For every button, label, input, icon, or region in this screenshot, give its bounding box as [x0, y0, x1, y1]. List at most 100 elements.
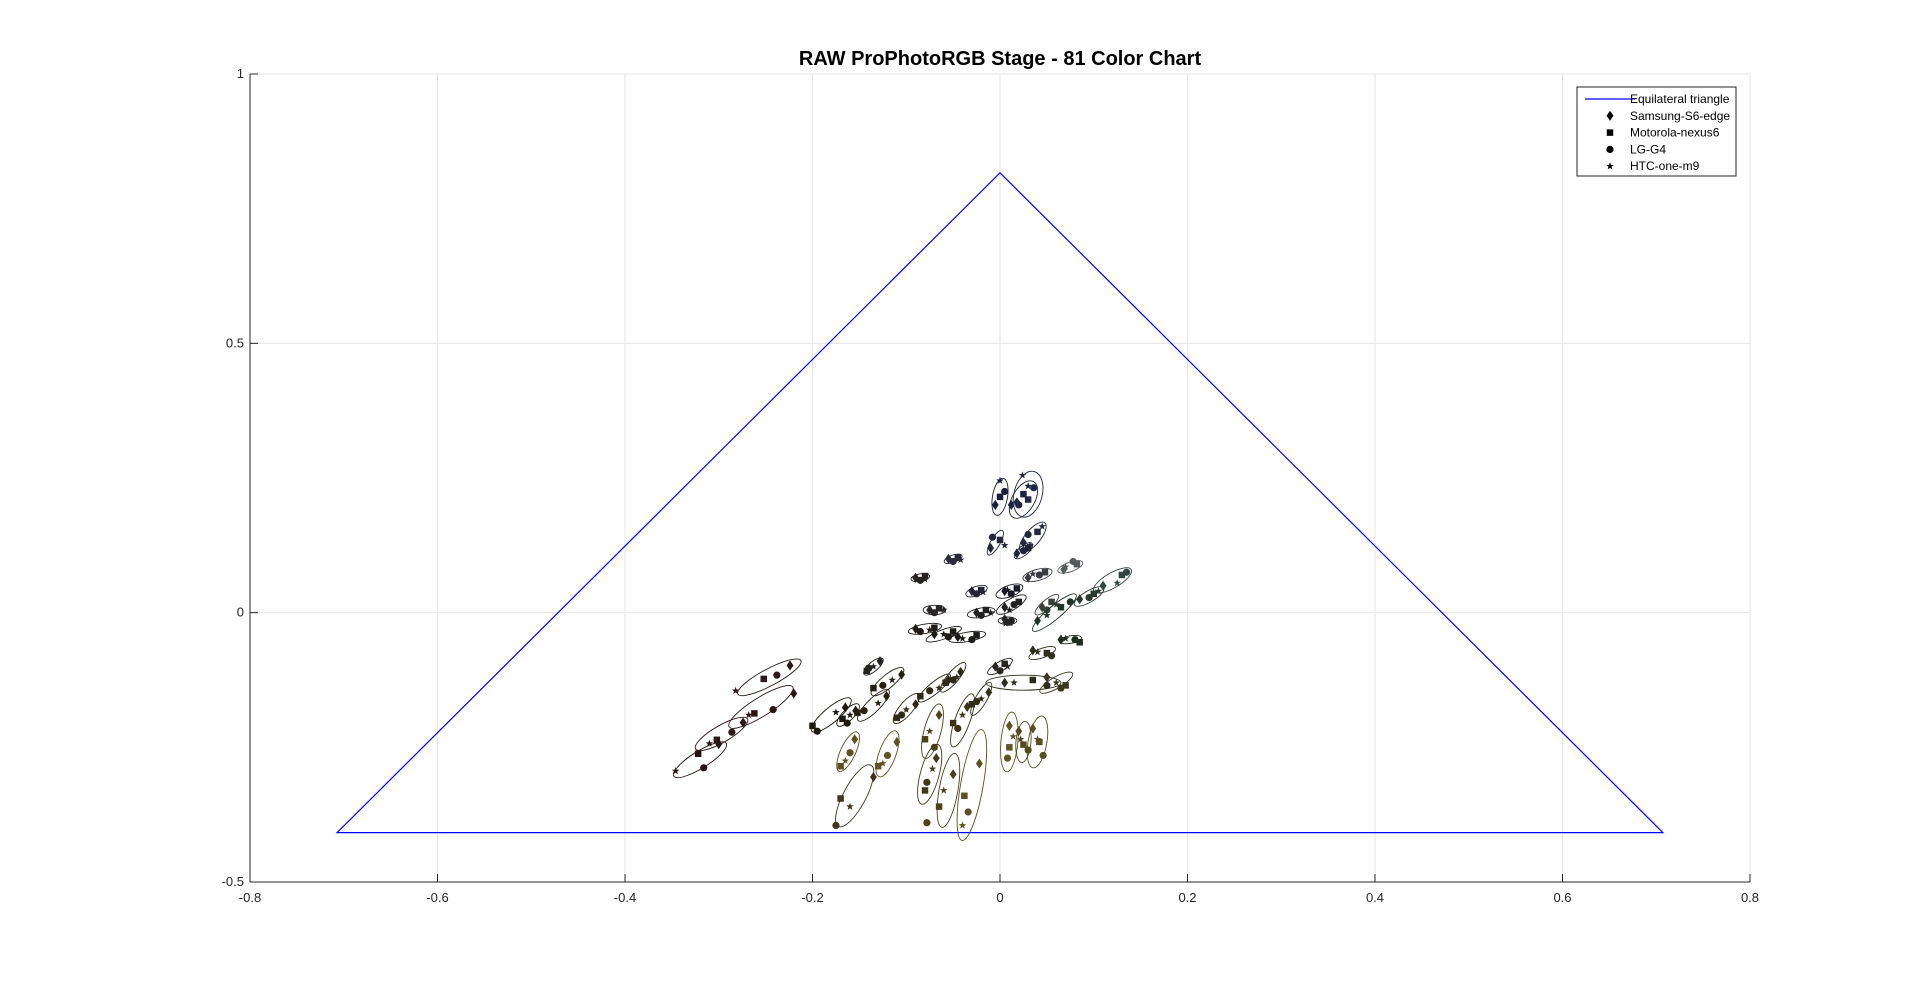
confidence-ellipse: [857, 688, 890, 722]
samsung-marker: [985, 687, 993, 698]
motorola-marker: [954, 554, 962, 561]
confidence-ellipse: [956, 729, 988, 841]
samsung-marker: [949, 769, 957, 780]
lg-marker: [1085, 593, 1093, 602]
motorola-marker: [942, 679, 949, 686]
confidence-ellipse: [875, 730, 900, 778]
confidence-ellipse: [1026, 715, 1049, 769]
htc-marker: [888, 676, 896, 684]
motorola-marker: [870, 684, 877, 692]
lg-marker: [968, 636, 976, 644]
legend-label: LG-G4: [1630, 142, 1666, 156]
samsung-marker: [1005, 720, 1013, 731]
confidence-ellipse: [936, 753, 961, 828]
confidence-ellipse: [948, 630, 987, 644]
x-tick-label: 0.6: [1553, 890, 1571, 905]
motorola-marker: [1015, 598, 1022, 606]
samsung-marker: [1020, 537, 1027, 548]
motorola-marker: [949, 628, 957, 635]
samsung-marker: [1099, 580, 1107, 591]
samsung-marker: [1013, 497, 1021, 508]
htc-marker: [939, 630, 948, 638]
confidence-ellipse: [863, 657, 884, 676]
lg-marker: [1066, 598, 1074, 606]
legend-item: LG-G4: [1606, 142, 1666, 156]
lg-marker: [972, 590, 981, 598]
samsung-marker: [870, 771, 877, 782]
motorola-marker: [1090, 590, 1097, 598]
x-tick-label: 0.4: [1366, 890, 1384, 905]
lg-marker: [1122, 568, 1131, 576]
htc-marker: [1000, 541, 1009, 549]
samsung-marker: [935, 709, 943, 721]
y-tick-label: 0.5: [226, 335, 244, 350]
lg-marker: [773, 671, 781, 679]
lg-marker: [1047, 652, 1056, 660]
htc-marker: [1033, 735, 1042, 743]
confidence-ellipse: [1028, 646, 1056, 661]
htc-marker: [846, 802, 854, 810]
htc-marker: [705, 739, 714, 747]
htc-marker: [956, 555, 965, 564]
legend-star-icon: [1606, 162, 1614, 170]
motorola-marker: [917, 692, 924, 700]
samsung-marker: [1057, 634, 1065, 645]
htc-marker: [671, 767, 680, 775]
legend-label: HTC-one-m9: [1630, 159, 1700, 173]
htc-marker: [977, 694, 986, 703]
htc-marker: [1061, 562, 1070, 571]
samsung-marker: [739, 717, 747, 728]
confidence-ellipse: [907, 622, 943, 635]
confidence-ellipse: [1015, 720, 1032, 763]
htc-marker: [958, 634, 967, 642]
htc-marker: [979, 588, 987, 596]
samsung-marker: [912, 699, 920, 710]
legend-circle-icon: [1606, 145, 1614, 153]
x-tick-label: 0.2: [1178, 890, 1196, 905]
htc-marker: [925, 727, 934, 735]
htc-marker: [1018, 471, 1027, 479]
lg-marker: [1003, 754, 1012, 762]
confidence-ellipse: [1022, 567, 1053, 583]
htc-marker: [731, 686, 740, 694]
motorola-marker: [931, 624, 938, 631]
samsung-marker: [1043, 672, 1051, 683]
legend-label: Samsung-S6-edge: [1630, 109, 1730, 123]
htc-marker: [1113, 579, 1121, 587]
htc-marker: [1003, 586, 1012, 594]
samsung-marker: [790, 688, 798, 699]
legend-diamond-icon: [1606, 110, 1614, 121]
motorola-marker: [1020, 490, 1027, 498]
lg-marker: [865, 664, 873, 672]
motorola-marker: [1020, 741, 1027, 748]
samsung-marker: [1024, 572, 1032, 583]
confidence-ellipse: [985, 674, 1062, 691]
motorola-marker: [1043, 649, 1051, 657]
htc-marker: [953, 673, 961, 681]
htc-marker: [1094, 587, 1103, 595]
htc-marker: [1024, 482, 1032, 490]
htc-marker: [928, 764, 937, 773]
confidence-ellipse: [939, 662, 967, 693]
legend-square-icon: [1606, 129, 1614, 136]
htc-marker: [832, 708, 840, 716]
samsung-marker: [1001, 586, 1009, 597]
lg-marker: [923, 778, 931, 786]
samsung-marker: [1013, 548, 1021, 559]
motorola-marker: [935, 803, 943, 810]
lg-marker: [1007, 617, 1015, 625]
lg-marker: [930, 743, 938, 751]
htc-marker: [1005, 606, 1014, 614]
confidence-ellipse: [917, 743, 943, 805]
samsung-marker: [1015, 726, 1023, 737]
htc-marker: [935, 684, 943, 692]
htc-marker: [1029, 569, 1037, 578]
x-tick-label: 0: [996, 890, 1003, 905]
lg-marker: [972, 697, 981, 706]
lg-marker: [1043, 681, 1051, 689]
legend: Equilateral triangle Samsung-S6-edge Motor…: [1576, 86, 1737, 177]
samsung-marker: [932, 753, 940, 764]
lg-marker: [1030, 484, 1038, 492]
motorola-marker: [854, 709, 861, 717]
confidence-ellipse: [870, 666, 905, 697]
